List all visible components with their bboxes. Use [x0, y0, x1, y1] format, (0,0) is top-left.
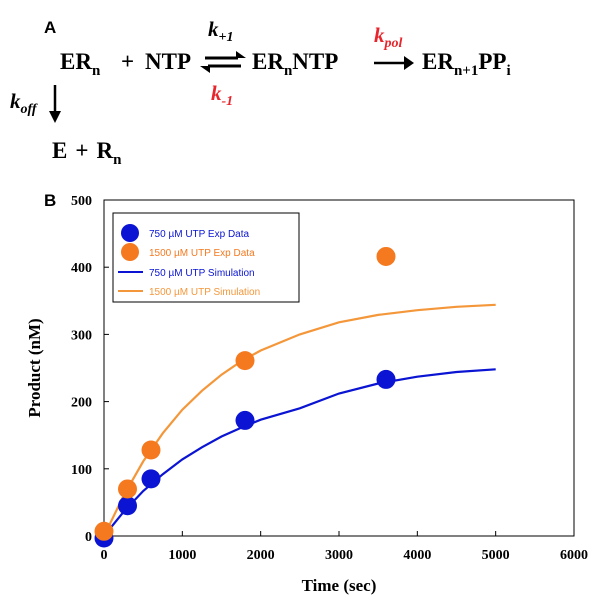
- simulation-line-2: [103, 368, 496, 537]
- panel-b-label: B: [44, 191, 56, 210]
- panel-a-label: A: [44, 18, 56, 37]
- data-point-0-1: [118, 496, 137, 516]
- k-forward-label: k+1: [208, 17, 233, 45]
- y-tick-label: 100: [71, 463, 92, 478]
- experimental-points: [94, 246, 396, 548]
- legend-label-2: 750 µM UTP Simulation: [149, 268, 255, 279]
- x-tick-label: 3000: [325, 548, 353, 563]
- y-axis-title: Product (nM): [25, 318, 44, 417]
- x-tick-label: 0: [101, 548, 108, 563]
- legend-label-1: 1500 µM UTP Exp Data: [149, 248, 255, 259]
- k-pol-label: kpol: [374, 23, 403, 51]
- y-tick-label: 0: [85, 530, 92, 545]
- product-time-chart: 0 100 200 300 400 500 0 1000 2000 3000 4000 5000 60…: [25, 194, 588, 595]
- simulation-lines: [103, 303, 496, 537]
- x-axis-title: Time (sec): [302, 576, 377, 595]
- data-point-1-1: [118, 479, 137, 499]
- y-tick-label: 500: [71, 194, 92, 209]
- data-point-1-2: [141, 440, 161, 460]
- dissociation-products: E + Rn: [52, 138, 122, 168]
- ntp-label: NTP: [145, 49, 191, 74]
- legend-label-0: 750 µM UTP Exp Data: [149, 229, 250, 240]
- legend-marker-1: [121, 243, 139, 261]
- x-tick-label: 2000: [247, 548, 275, 563]
- data-point-0-2: [141, 469, 161, 489]
- k-off-label: koff: [10, 89, 38, 117]
- data-point-1-3: [235, 351, 255, 371]
- equilibrium-arrows: [200, 51, 246, 73]
- chart-legend: 750 µM UTP Exp Data 1500 µM UTP Exp Data 7…: [112, 212, 300, 303]
- y-tick-label: 200: [71, 396, 92, 411]
- kpol-arrow-head: [404, 56, 414, 70]
- legend-marker-0: [121, 224, 139, 242]
- data-point-1-0: [94, 521, 114, 541]
- product-ern1ppi: ERn+1PPi: [422, 49, 511, 79]
- x-axis-ticks: 0 1000 2000 3000 4000 5000 6000: [101, 531, 588, 563]
- data-point-0-3: [235, 410, 255, 430]
- x-tick-label: 5000: [482, 548, 510, 563]
- y-tick-label: 400: [71, 261, 92, 276]
- reactant-ern: ERn: [60, 49, 101, 79]
- reaction-scheme: A ERn + NTP k+1 k-1 ERnNTP kpol ERn+1PPi…: [10, 17, 511, 168]
- simulation-line-3: [103, 303, 496, 537]
- y-tick-label: 300: [71, 328, 92, 343]
- legend-label-3: 1500 µM UTP Simulation: [149, 287, 260, 298]
- koff-arrow-head: [49, 111, 61, 123]
- plus-sign: +: [121, 49, 134, 74]
- y-axis-ticks: 0 100 200 300 400 500: [71, 194, 109, 545]
- x-tick-label: 1000: [168, 548, 196, 563]
- legend-box: [112, 212, 300, 303]
- k-reverse-label: k-1: [211, 81, 233, 109]
- data-point-0-4: [376, 369, 396, 389]
- data-point-1-4: [376, 246, 396, 266]
- x-tick-label: 4000: [403, 548, 431, 563]
- x-tick-label: 6000: [560, 548, 588, 563]
- complex-ernntp: ERnNTP: [252, 49, 338, 79]
